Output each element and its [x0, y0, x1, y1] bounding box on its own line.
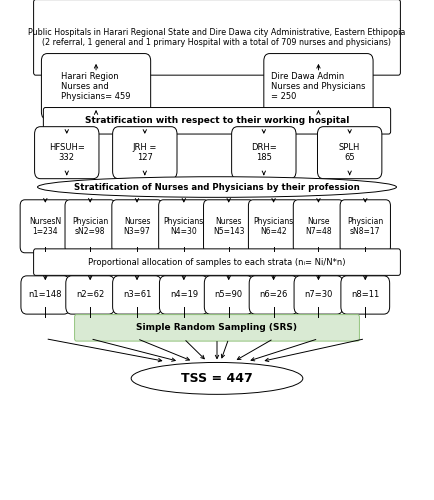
Text: n3=61: n3=61: [123, 290, 151, 300]
FancyBboxPatch shape: [20, 200, 70, 253]
FancyBboxPatch shape: [294, 276, 343, 314]
Text: n6=26: n6=26: [260, 290, 288, 300]
Text: SPLH
65: SPLH 65: [339, 143, 360, 163]
FancyBboxPatch shape: [112, 126, 177, 178]
Text: Nurse
N7=48: Nurse N7=48: [305, 216, 332, 236]
Text: n7=30: n7=30: [304, 290, 332, 300]
FancyBboxPatch shape: [43, 108, 391, 134]
FancyBboxPatch shape: [65, 200, 115, 253]
Text: Stratification of Nurses and Physicians by their profession: Stratification of Nurses and Physicians …: [74, 182, 360, 192]
Text: Physicians
N4=30: Physicians N4=30: [164, 216, 204, 236]
Text: HFSUH=
332: HFSUH= 332: [49, 143, 85, 163]
FancyBboxPatch shape: [232, 126, 296, 178]
Text: n5=90: n5=90: [215, 290, 243, 300]
Text: DRH=
185: DRH= 185: [251, 143, 277, 163]
Text: Harari Region
Nurses and
Physicians= 459: Harari Region Nurses and Physicians= 459: [61, 72, 131, 102]
Text: Nurses
N5=143: Nurses N5=143: [213, 216, 244, 236]
FancyBboxPatch shape: [341, 276, 390, 314]
Text: n2=62: n2=62: [76, 290, 104, 300]
Text: NursesN
1=234: NursesN 1=234: [29, 216, 62, 236]
FancyBboxPatch shape: [112, 200, 162, 253]
Text: Physicians
N6=42: Physicians N6=42: [253, 216, 294, 236]
Text: n8=11: n8=11: [351, 290, 379, 300]
Text: n4=19: n4=19: [170, 290, 198, 300]
Text: TSS = 447: TSS = 447: [181, 372, 253, 385]
FancyBboxPatch shape: [264, 54, 373, 120]
Text: Physician
sN2=98: Physician sN2=98: [72, 216, 108, 236]
FancyBboxPatch shape: [248, 200, 299, 253]
Ellipse shape: [37, 176, 397, 198]
Text: Simple Random Sampling (SRS): Simple Random Sampling (SRS): [137, 324, 297, 332]
FancyBboxPatch shape: [35, 126, 99, 178]
FancyBboxPatch shape: [112, 276, 161, 314]
Text: Proportional allocation of samples to each strata (nᵢ= Ni/N*n): Proportional allocation of samples to ea…: [88, 258, 346, 266]
Text: Public Hospitals in Harari Regional State and Dire Dawa city Administrative, Eas: Public Hospitals in Harari Regional Stat…: [28, 28, 406, 47]
FancyBboxPatch shape: [340, 200, 391, 253]
Text: Physician
sN8=17: Physician sN8=17: [347, 216, 383, 236]
Text: Dire Dawa Admin
Nurses and Physicians
= 250: Dire Dawa Admin Nurses and Physicians = …: [271, 72, 366, 102]
FancyBboxPatch shape: [293, 200, 344, 253]
FancyBboxPatch shape: [204, 276, 253, 314]
FancyBboxPatch shape: [75, 314, 359, 341]
FancyBboxPatch shape: [159, 200, 209, 253]
Ellipse shape: [131, 362, 303, 394]
Text: Nurses
N3=97: Nurses N3=97: [124, 216, 151, 236]
FancyBboxPatch shape: [204, 200, 254, 253]
Text: n1=148: n1=148: [29, 290, 62, 300]
FancyBboxPatch shape: [66, 276, 115, 314]
FancyBboxPatch shape: [33, 249, 401, 276]
FancyBboxPatch shape: [318, 126, 382, 178]
FancyBboxPatch shape: [21, 276, 70, 314]
FancyBboxPatch shape: [159, 276, 208, 314]
Text: JRH =
127: JRH = 127: [133, 143, 157, 163]
FancyBboxPatch shape: [41, 54, 151, 120]
FancyBboxPatch shape: [33, 0, 401, 75]
FancyBboxPatch shape: [249, 276, 298, 314]
Text: Stratification with respect to their working hospital: Stratification with respect to their wor…: [85, 116, 349, 126]
